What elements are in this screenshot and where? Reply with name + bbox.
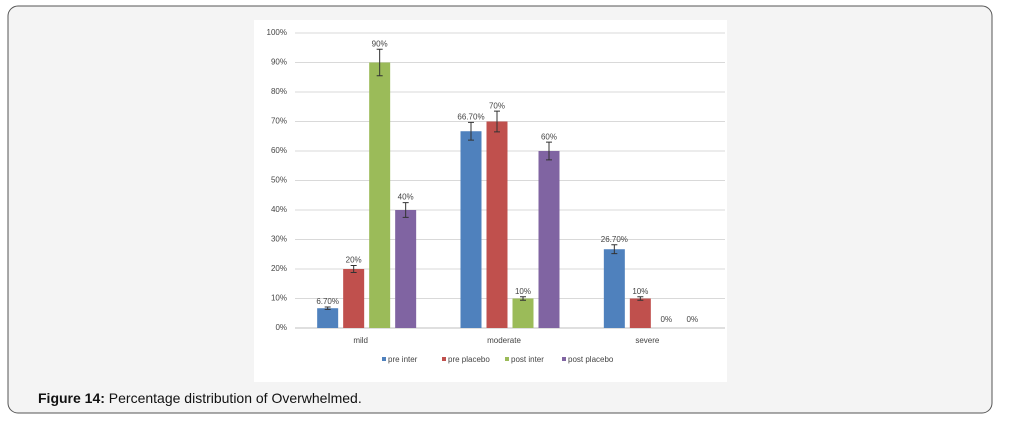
y-tick-label: 10% — [271, 294, 287, 303]
error-bar — [402, 202, 409, 218]
bar — [343, 269, 365, 328]
y-tick-label: 70% — [271, 117, 287, 126]
legend-swatch — [505, 357, 509, 361]
legend-label: pre inter — [388, 355, 418, 364]
error-bar — [546, 141, 552, 161]
legend-label: pre placebo — [448, 355, 490, 364]
y-tick-label: 100% — [267, 28, 287, 37]
y-tick-label: 0% — [275, 323, 287, 332]
y-tick-label: 90% — [271, 58, 287, 67]
value-label: 10% — [515, 287, 531, 296]
y-tick-label: 40% — [271, 205, 287, 214]
bar — [317, 308, 339, 328]
value-label: 6.70% — [316, 297, 339, 306]
bar — [603, 249, 625, 328]
value-label: 60% — [541, 132, 557, 141]
legend-swatch — [562, 357, 566, 361]
value-label: 0% — [661, 315, 673, 324]
bar — [369, 62, 391, 328]
error-bar — [350, 264, 357, 274]
error-bar — [376, 48, 383, 77]
bar — [629, 298, 651, 328]
caption: Figure 14: Percentage distribution of Ov… — [38, 390, 362, 406]
error-bar — [611, 244, 618, 255]
caption-text: Percentage distribution of Overwhelmed. — [109, 390, 362, 406]
caption-label: Figure 14: — [38, 390, 105, 406]
x-tick-label: mild — [353, 336, 368, 345]
error-bar — [494, 110, 500, 133]
value-label: 20% — [346, 256, 362, 265]
y-tick-label: 60% — [271, 146, 287, 155]
bar — [538, 151, 560, 328]
error-bar — [324, 306, 331, 310]
y-tick-label: 20% — [271, 264, 287, 273]
value-label: 66.70% — [457, 112, 484, 121]
bar — [486, 121, 508, 328]
y-tick-label: 80% — [271, 87, 287, 96]
error-bar — [520, 296, 526, 301]
y-tick-label: 30% — [271, 235, 287, 244]
value-label: 26.70% — [601, 235, 628, 244]
value-label: 40% — [398, 193, 414, 202]
bar — [460, 131, 482, 328]
y-tick-label: 50% — [271, 176, 287, 185]
legend-label: post inter — [511, 355, 544, 364]
bar — [395, 210, 417, 328]
error-bar — [637, 296, 644, 301]
value-label: 10% — [632, 287, 648, 296]
legend-label: post placebo — [568, 355, 614, 364]
value-label: 70% — [489, 101, 505, 110]
value-label: 90% — [372, 39, 388, 48]
legend-swatch — [442, 357, 446, 361]
x-tick-label: moderate — [487, 336, 521, 345]
x-tick-label: severe — [635, 336, 660, 345]
error-bar — [468, 121, 474, 141]
value-label: 0% — [687, 315, 699, 324]
bar — [512, 298, 534, 328]
legend-swatch — [382, 357, 386, 361]
